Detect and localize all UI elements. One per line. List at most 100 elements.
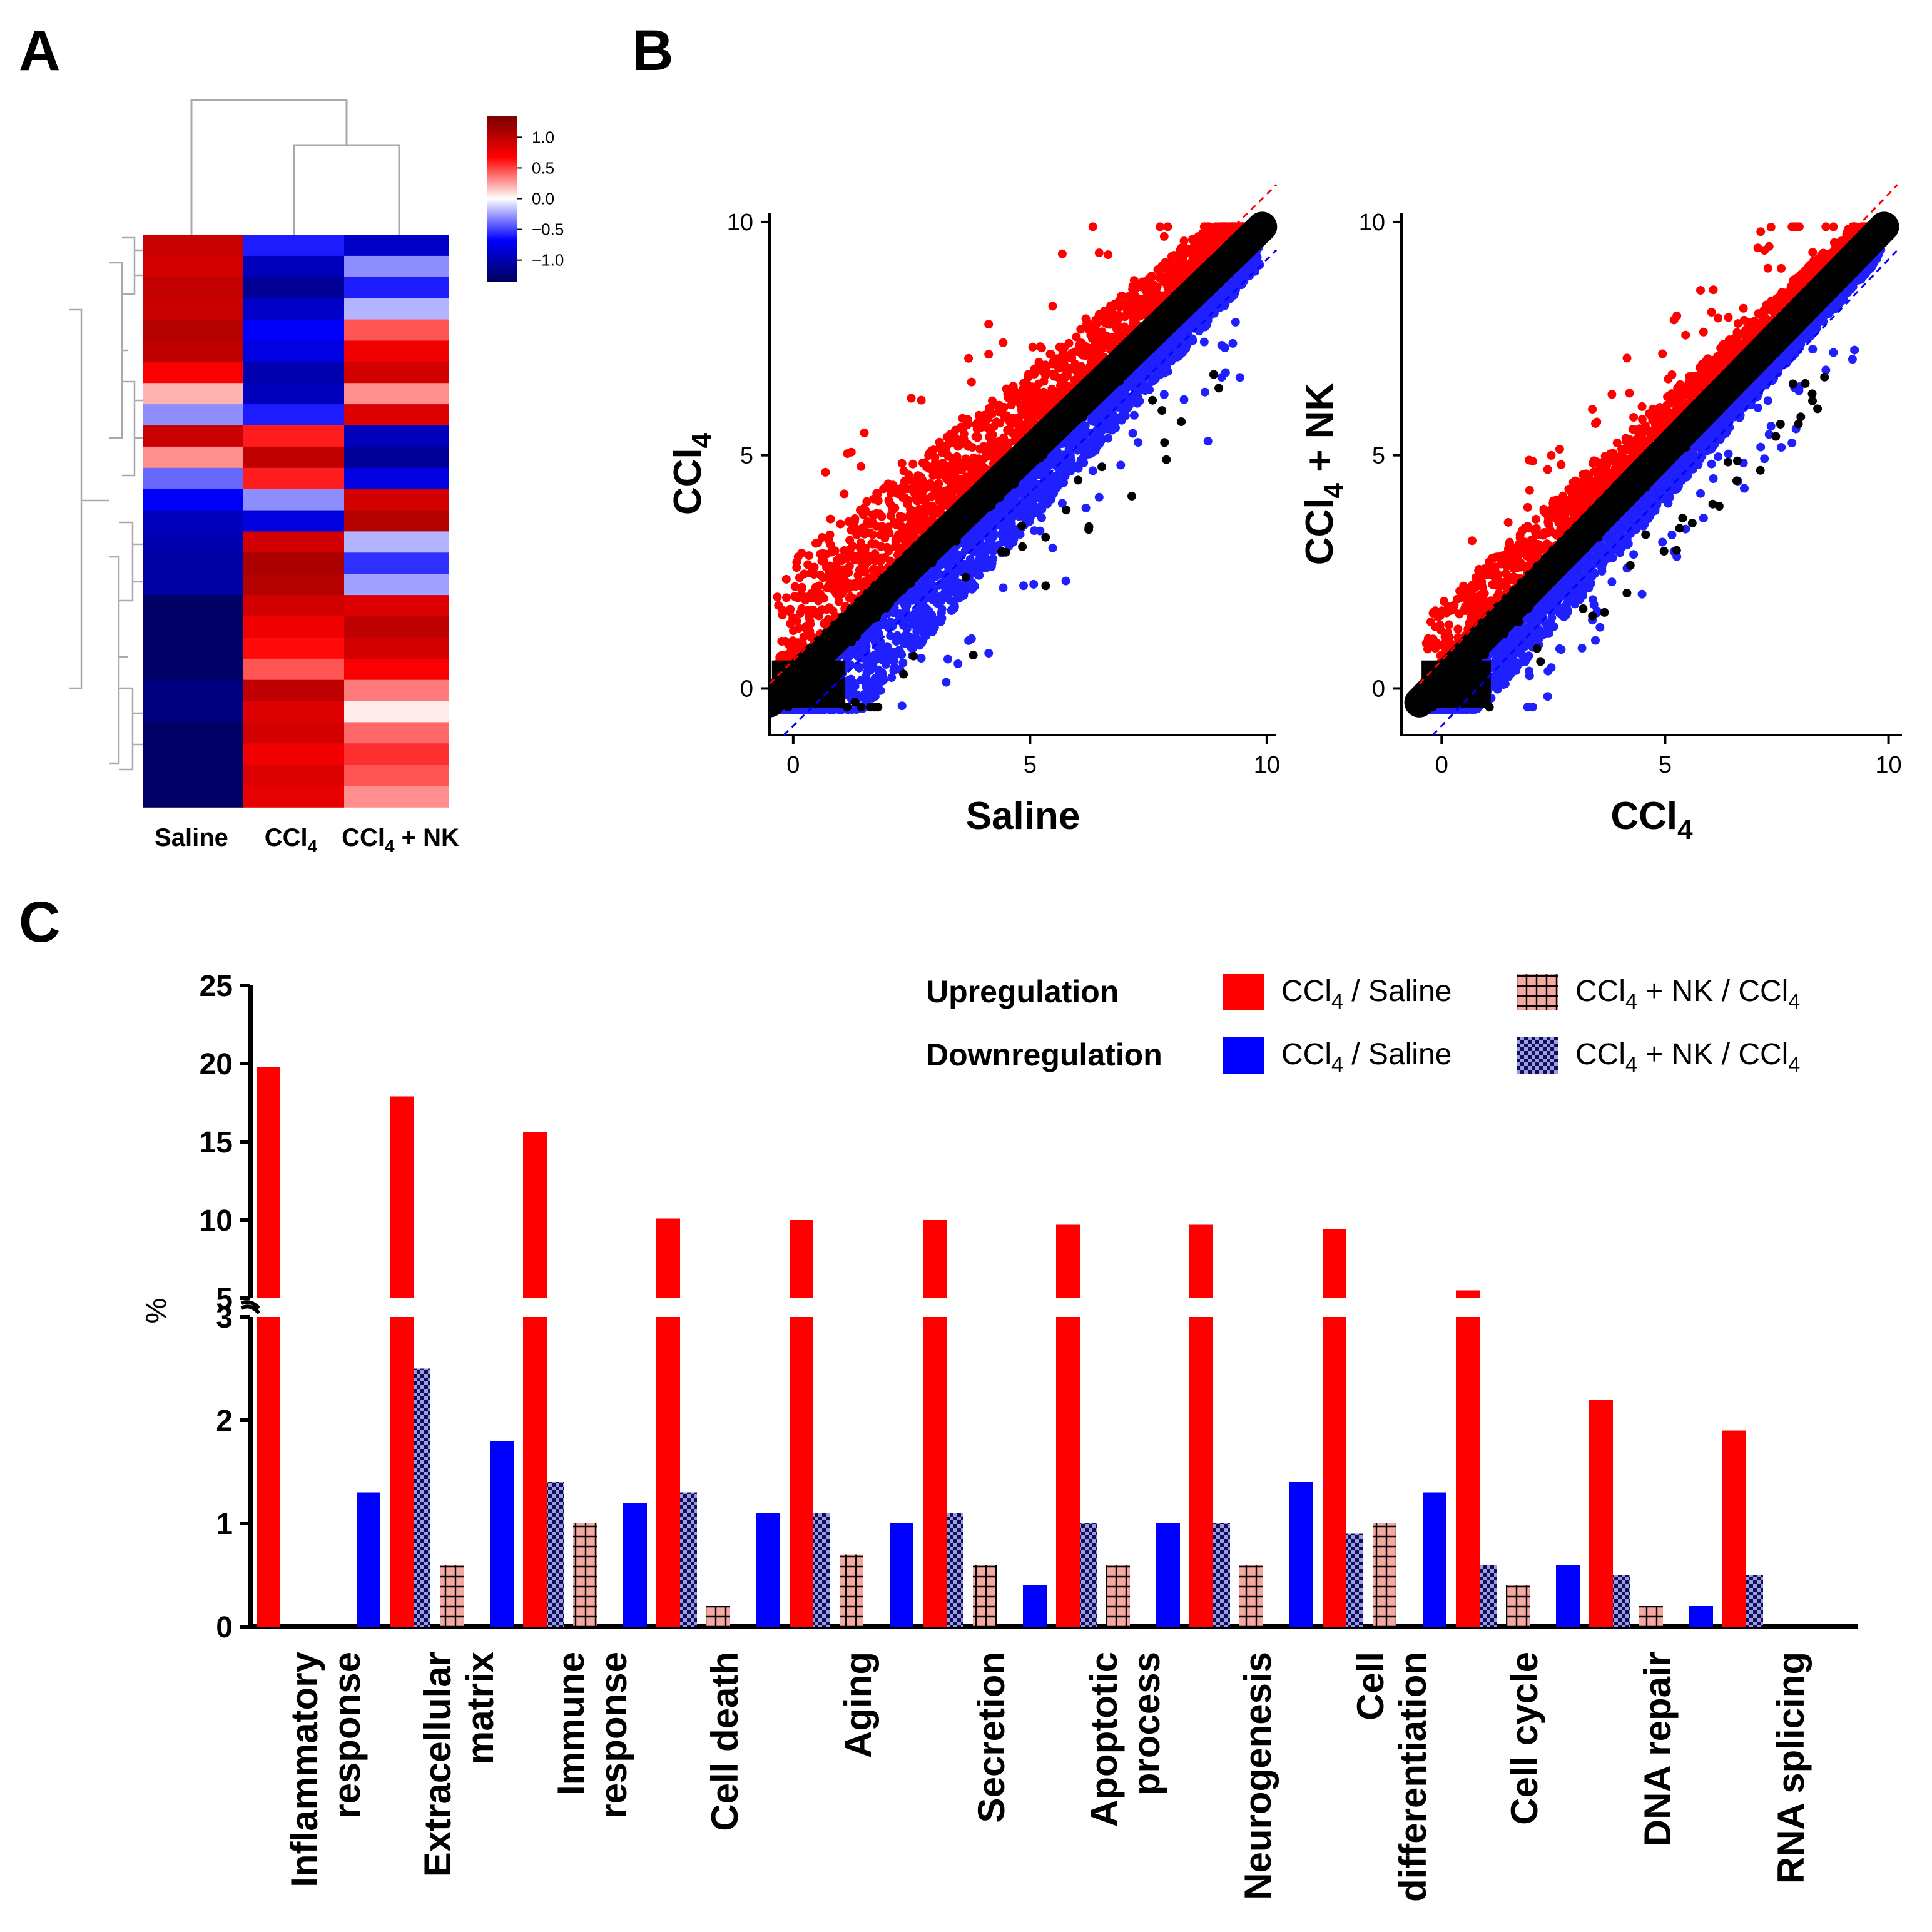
scatter-point-down [870,674,880,683]
scatter-point-unchanged [1018,542,1027,551]
scatter-point-up [971,432,980,441]
scatter-point-unchanged [977,492,986,501]
scatter-point-down [1128,429,1137,438]
scatter-point-down [976,563,985,572]
scatter-point-unchanged [1062,506,1071,515]
scatter-point-down [1063,464,1072,474]
scatter-point-up [1087,329,1096,338]
scatter-point-down [1117,402,1126,411]
scatter-point-up [850,579,860,588]
scatter-point-up [1045,350,1055,358]
scatter-point-up [857,462,866,471]
scatter-point-up [891,519,900,528]
scatter-point-up [942,467,952,476]
heatmap-cell [143,786,244,808]
scatter-point-unchanged [913,562,923,571]
scatter-point-unchanged [813,670,822,679]
scatter-point-down [1163,367,1172,376]
scatter-point-up [1085,348,1095,357]
scatter-x-tick-label: 10 [1254,752,1280,778]
heatmap-cell [344,510,449,532]
scatter-point-up [1179,236,1189,246]
scatter-point-down [1217,373,1226,382]
scatter-point-down [920,583,930,592]
scatter-point-up [1173,262,1182,272]
scatter-point-unchanged [1118,363,1127,372]
scatter-point-unchanged [969,651,978,660]
scatter-point-up [1147,273,1156,282]
heatmap-cell [143,235,244,257]
heatmap-cell [143,552,244,574]
scatter-point-up [1094,310,1104,319]
scatter-point-up [992,439,1001,448]
scatter-point-up [965,459,974,468]
heatmap-cell [143,701,244,723]
scatter-point-up [873,489,882,499]
scatter-point-unchanged [1138,330,1147,339]
scatter-point-down [937,604,947,614]
scatter-point-down [1201,387,1209,397]
scatter-point-unchanged [1078,412,1087,422]
scatter-x-axis-label: Saline [966,795,1080,838]
heatmap-cell [344,765,449,786]
scatter-point-unchanged [1186,303,1196,313]
scatter-point-up [831,561,841,571]
scatter-point-unchanged [881,588,890,597]
scatter-point-up [826,514,835,524]
scatter-point-unchanged [1127,491,1136,501]
scatter-point-up [852,530,862,539]
scatter-point-up [1081,314,1091,323]
scatter-point-unchanged [1141,323,1150,333]
scatter-point-up [940,487,948,496]
scatter-point-up [911,507,920,516]
heatmap-cell [243,298,344,320]
scatter-point-up [1144,303,1153,313]
heatmap-cell [143,531,244,554]
heatmap-cell [243,679,344,702]
scatter-point-unchanged [1066,422,1075,431]
scatter-point-down [1220,343,1229,352]
scatter-point-down [927,616,937,626]
scatter-point-down [902,624,912,633]
scatter-point-unchanged [915,547,925,556]
scatter-point-up [927,492,936,502]
heatmap-cell [143,658,244,681]
scatter-point-up [859,504,868,513]
scatter-point-down [900,639,910,648]
heatmap-cell [143,510,244,532]
scatter-point-down [1221,282,1231,292]
scatter-point-unchanged [826,656,835,665]
scatter-point-up [835,574,845,584]
scatter-point-up [798,639,807,648]
scatter-point-down [943,654,952,664]
scatter-point-down [953,659,963,668]
scatter-point-unchanged [1010,474,1019,484]
heatmap-cell [243,383,344,405]
scatter-point-down [1254,260,1264,270]
scatter-point-up [1197,237,1206,247]
scatter-point-down [857,645,866,654]
scatter-point-up [1028,342,1037,352]
heatmap-cell [243,255,344,278]
scatter-point-down [945,558,954,567]
scatter-point-unchanged [1099,382,1108,391]
scatter-point-unchanged [1074,475,1083,485]
scatter-point-up [848,522,858,532]
heatmap-cell [243,616,344,638]
scatter-point-up [1019,379,1028,388]
scatter-point-up [870,549,880,559]
heatmap-cell [143,595,244,617]
heatmap-cell [143,404,244,426]
scatter-point-up [953,442,963,451]
scatter-point-up [1013,414,1022,423]
scatter-point-unchanged [899,669,908,679]
scatter-point-unchanged [875,596,885,606]
scatter-point-unchanged [793,674,802,683]
scatter-point-unchanged [1152,320,1162,329]
scatter-point-unchanged [1085,399,1095,408]
scatter-point-down [947,606,956,614]
scatter-point-unchanged [850,698,860,707]
scatter-point-up [1094,340,1104,350]
scatter-point-unchanged [1204,277,1213,286]
